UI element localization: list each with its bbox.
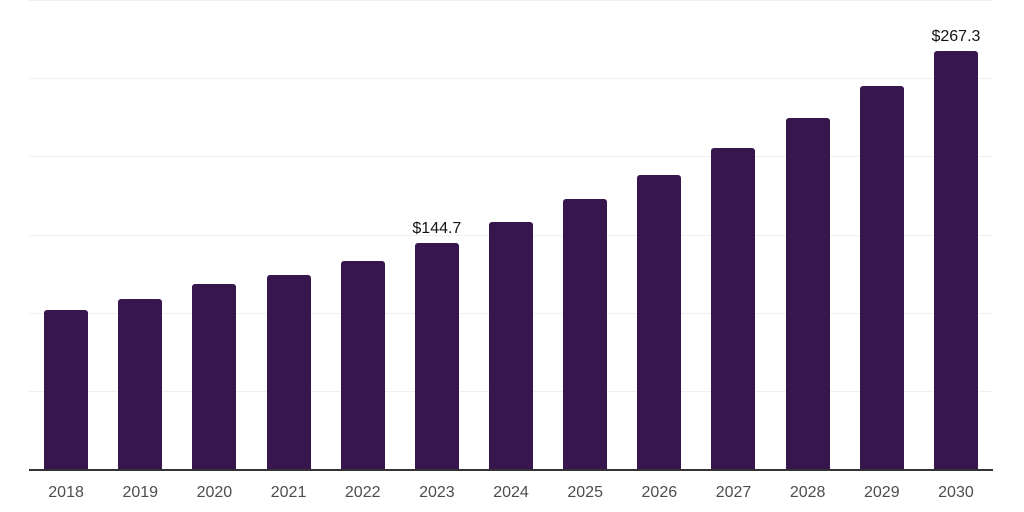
x-tick-label-2019: 2019	[122, 484, 159, 501]
bar-cell-2024	[474, 0, 548, 469]
bar-value-label-2030: $267.3	[931, 28, 981, 45]
gridline-250	[29, 78, 993, 79]
bar-2022	[340, 261, 385, 469]
x-tick-label-2023: 2023	[419, 484, 455, 501]
x-tick-label-2020: 2020	[196, 484, 233, 501]
x-tick-label-2022: 2022	[344, 484, 381, 501]
bar-cell-2021	[251, 0, 325, 469]
bar-2024	[489, 222, 534, 469]
bar-2027	[711, 148, 756, 469]
bar-cell-2018	[29, 0, 103, 469]
x-tick-label-2025: 2025	[567, 484, 603, 501]
bar-cell-2019	[103, 0, 177, 469]
x-axis-labels: 2018 2019 2020 2021 2022 2023 2024 2025 2026 2027…	[29, 484, 993, 502]
gridline-300	[29, 0, 993, 1]
bar-value-label-2023: $144.7	[412, 220, 462, 237]
x-tick-label-2028: 2028	[789, 484, 826, 501]
bars-row: $144.7 $267.3	[29, 0, 993, 469]
bar-2019	[118, 299, 163, 469]
x-axis-line	[29, 469, 993, 471]
bar-2026	[637, 175, 682, 469]
plot-area: $144.7 $267.3	[29, 0, 993, 469]
bar-cell-2022	[326, 0, 400, 469]
gridline-200	[29, 156, 993, 157]
bar-cell-2028	[771, 0, 845, 469]
bar-2021	[266, 275, 311, 469]
bar-2029	[859, 86, 904, 469]
x-tick-label-2018: 2018	[48, 484, 84, 501]
x-tick-label-2024: 2024	[493, 484, 529, 501]
bar-cell-2025	[548, 0, 622, 469]
x-tick-label-2030: 2030	[938, 484, 974, 501]
bar-cell-2030: $267.3	[919, 0, 993, 469]
x-tick-label-2027: 2027	[715, 484, 752, 501]
bar-cell-2027	[696, 0, 770, 469]
bar-2018	[44, 310, 89, 469]
bar-cell-2029	[845, 0, 919, 469]
bar-2020	[192, 284, 237, 469]
bar-cell-2026	[622, 0, 696, 469]
x-tick-label-2026: 2026	[641, 484, 678, 501]
bar-2023	[414, 243, 459, 469]
bar-2030	[933, 51, 978, 469]
bar-2025	[563, 199, 608, 469]
bar-cell-2020	[177, 0, 251, 469]
x-tick-label-2021: 2021	[270, 484, 307, 501]
x-tick-label-2029: 2029	[864, 484, 900, 501]
bar-cell-2023: $144.7	[400, 0, 474, 469]
bar-2028	[785, 118, 830, 469]
